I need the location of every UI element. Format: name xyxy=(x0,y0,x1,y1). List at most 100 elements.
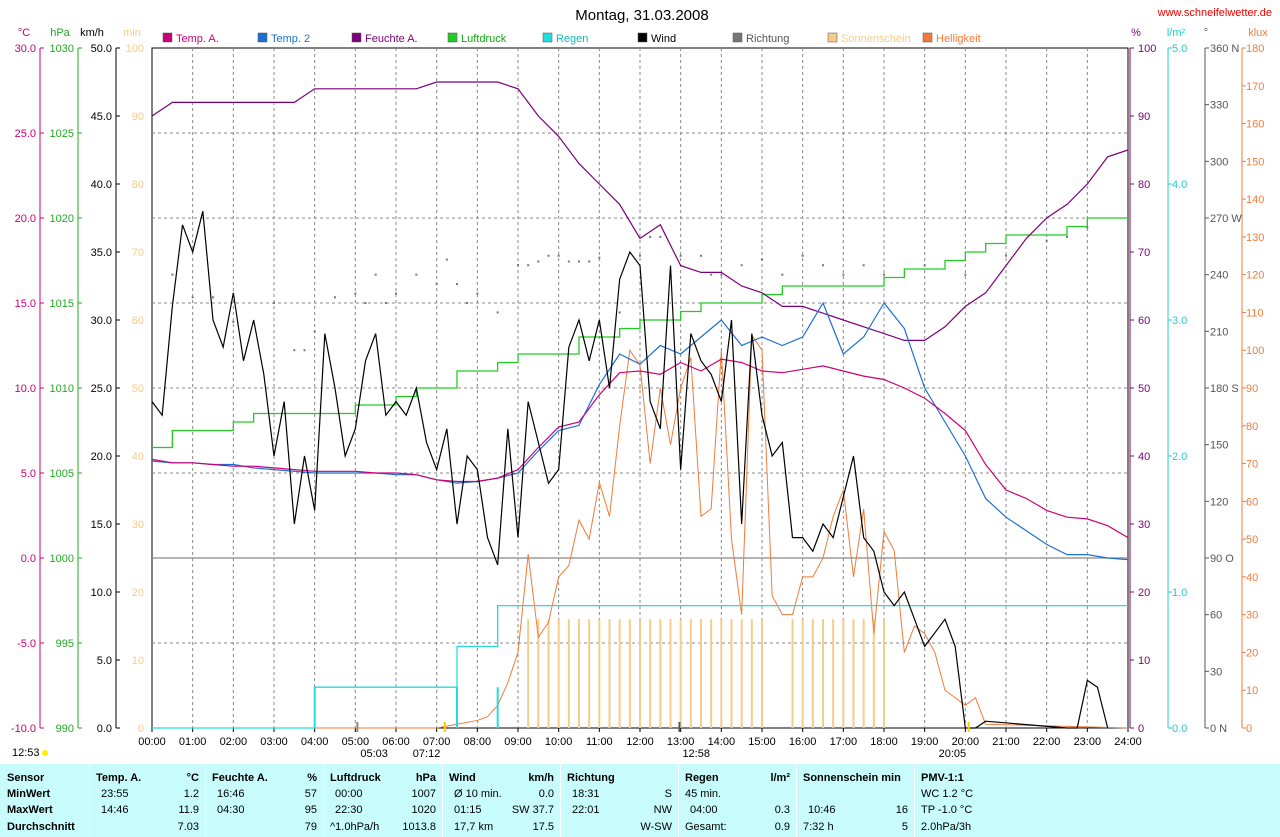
temp2-series-line xyxy=(151,301,1129,561)
richtung-point xyxy=(588,260,591,263)
richtung-point xyxy=(862,264,865,267)
direction-tick-label: 60 xyxy=(1210,610,1222,622)
temp-tick-label: -5.0 xyxy=(17,638,36,650)
chart-title: Montag, 31.03.2008 xyxy=(575,7,708,24)
light-tick-label: 150 xyxy=(1246,156,1264,168)
temp-unit-label: °C xyxy=(18,27,30,39)
humidity-tick-label: 10 xyxy=(1138,655,1150,667)
light-tick-label: 70 xyxy=(1246,459,1258,471)
wind-tick-label: 10.0 xyxy=(91,587,112,599)
summary-wind-avg: 17.5 xyxy=(532,821,554,833)
summary-wind-max-time: 01:15 xyxy=(454,804,482,816)
summary-richtung-col: Richtung 18:31 S 22:01 NW W-SW xyxy=(560,764,678,837)
richtung-point xyxy=(435,283,438,286)
summary-regen-max: 0.3 xyxy=(774,804,790,816)
summary-regen-max-time: 04:00 xyxy=(690,804,718,816)
rain-tick-label: 0.0 xyxy=(1172,723,1187,735)
summary-wind-col: Wind km/h Ø 10 min. 0.0 01:15 SW 37.7 17… xyxy=(442,764,560,837)
light-unit-label: klux xyxy=(1248,27,1268,39)
direction-tick-label: 210 xyxy=(1210,326,1228,338)
humidity-tick-label: 40 xyxy=(1138,451,1150,463)
light-tick-label: 30 xyxy=(1246,610,1258,622)
light-tick-label: 10 xyxy=(1246,685,1258,697)
light-tick-label: 60 xyxy=(1246,496,1258,508)
pressure-tick-label: 1000 xyxy=(50,553,74,565)
temp-a-series-line xyxy=(151,358,1129,539)
richtung-point xyxy=(395,292,397,295)
site-url[interactable]: www.schneifelwetter.de xyxy=(1157,7,1272,19)
summary-feuchte-unit: % xyxy=(307,772,317,784)
pressure-tick-label: 1010 xyxy=(50,383,74,395)
light-tick-label: 120 xyxy=(1246,270,1264,282)
richtung-point xyxy=(883,273,885,276)
light-tick-label: 80 xyxy=(1246,421,1258,433)
summary-richtung-max-time: 22:01 xyxy=(572,804,600,816)
pressure-unit-label: hPa xyxy=(50,27,70,39)
legend-label: Temp. A. xyxy=(176,33,219,45)
richtung-point xyxy=(649,235,652,238)
sun-tick-label: 100 xyxy=(126,43,144,55)
summary-richtung-avg: W-SW xyxy=(640,821,672,833)
humidity-tick-label: 30 xyxy=(1138,519,1150,531)
richtung-point xyxy=(445,258,448,261)
richtung-point xyxy=(710,273,713,276)
x-tick-label: 01:00 xyxy=(179,736,207,748)
richtung-point xyxy=(496,311,499,314)
humidity-tick-label: 0 xyxy=(1138,723,1144,735)
legend-swatch xyxy=(542,32,553,43)
light-tick-label: 170 xyxy=(1246,81,1264,93)
summary-luftdruck-title: Luftdruck xyxy=(330,772,381,784)
summary-regen-unit: l/m² xyxy=(770,772,790,784)
legend-item: Helligkeit xyxy=(922,32,981,45)
legend-item: Feuchte A. xyxy=(351,32,418,45)
summary-wind-min: 0.0 xyxy=(538,788,554,800)
summary-regen-duration: 45 min. xyxy=(685,788,722,800)
direction-unit-label: ° xyxy=(1204,27,1208,39)
direction-tick-label: 270 W xyxy=(1210,213,1242,225)
legend-label: Regen xyxy=(556,33,588,45)
x-tick-label: 10:00 xyxy=(545,736,573,748)
x-tick-label: 16:00 xyxy=(789,736,817,748)
x-tick-label: 05:00 xyxy=(342,736,370,748)
summary-regen-total: 0.9 xyxy=(774,821,790,833)
temp-tick-label: -10.0 xyxy=(11,723,36,735)
direction-tick-label: 360 N xyxy=(1210,43,1239,55)
summary-feuchte-title: Feuchte A. xyxy=(212,772,268,784)
x-tick-label: 18:00 xyxy=(870,736,898,748)
x-tick-label: 15:00 xyxy=(748,736,776,748)
pressure-tick-label: 990 xyxy=(56,723,74,735)
richtung-point xyxy=(720,273,723,276)
summary-feuchte-min-time: 16:46 xyxy=(217,788,245,800)
richtung-point xyxy=(456,283,458,286)
richtung-point xyxy=(740,264,743,267)
legend-swatch xyxy=(922,32,933,43)
light-tick-label: 40 xyxy=(1246,572,1258,584)
pressure-tick-label: 1020 xyxy=(50,213,74,225)
humidity-unit-label: % xyxy=(1131,27,1141,39)
x-tick-label: 22:00 xyxy=(1033,736,1061,748)
richtung-point xyxy=(964,273,967,276)
summary-sonne-col: Sonnenschein min 10:46 16 7:32 h 5 xyxy=(796,764,914,837)
rain-tick-label: 3.0 xyxy=(1172,315,1187,327)
richtung-point xyxy=(364,302,367,304)
marker-noon-label: 12:58 xyxy=(682,748,710,760)
summary-feuchte-max: 95 xyxy=(304,804,317,816)
richtung-point xyxy=(618,311,621,314)
richtung-point xyxy=(923,264,926,267)
x-tick-label: 07:00 xyxy=(423,736,451,748)
humidity-tick-label: 70 xyxy=(1138,247,1150,259)
pressure-tick-label: 1015 xyxy=(50,298,74,310)
summary-pmv-title: PMV-1:1 xyxy=(921,772,964,784)
light-tick-label: 180 xyxy=(1246,43,1264,55)
summary-sonne-max-time: 10:46 xyxy=(808,804,836,816)
richtung-point xyxy=(679,254,682,257)
richtung-point xyxy=(537,260,540,263)
legend-swatch xyxy=(257,32,268,43)
x-tick-label: 19:00 xyxy=(911,736,939,748)
temp-tick-label: 20.0 xyxy=(15,213,36,225)
richtung-point xyxy=(1086,226,1089,229)
sun-tick-label: 90 xyxy=(132,111,144,123)
summary-luftdruck-min: 1007 xyxy=(411,788,436,800)
chart-legend: Temp. A. Temp. 2 Feuchte A. Luftdruck Regen W… xyxy=(162,32,981,45)
summary-row-label: MaxWert xyxy=(7,804,53,816)
